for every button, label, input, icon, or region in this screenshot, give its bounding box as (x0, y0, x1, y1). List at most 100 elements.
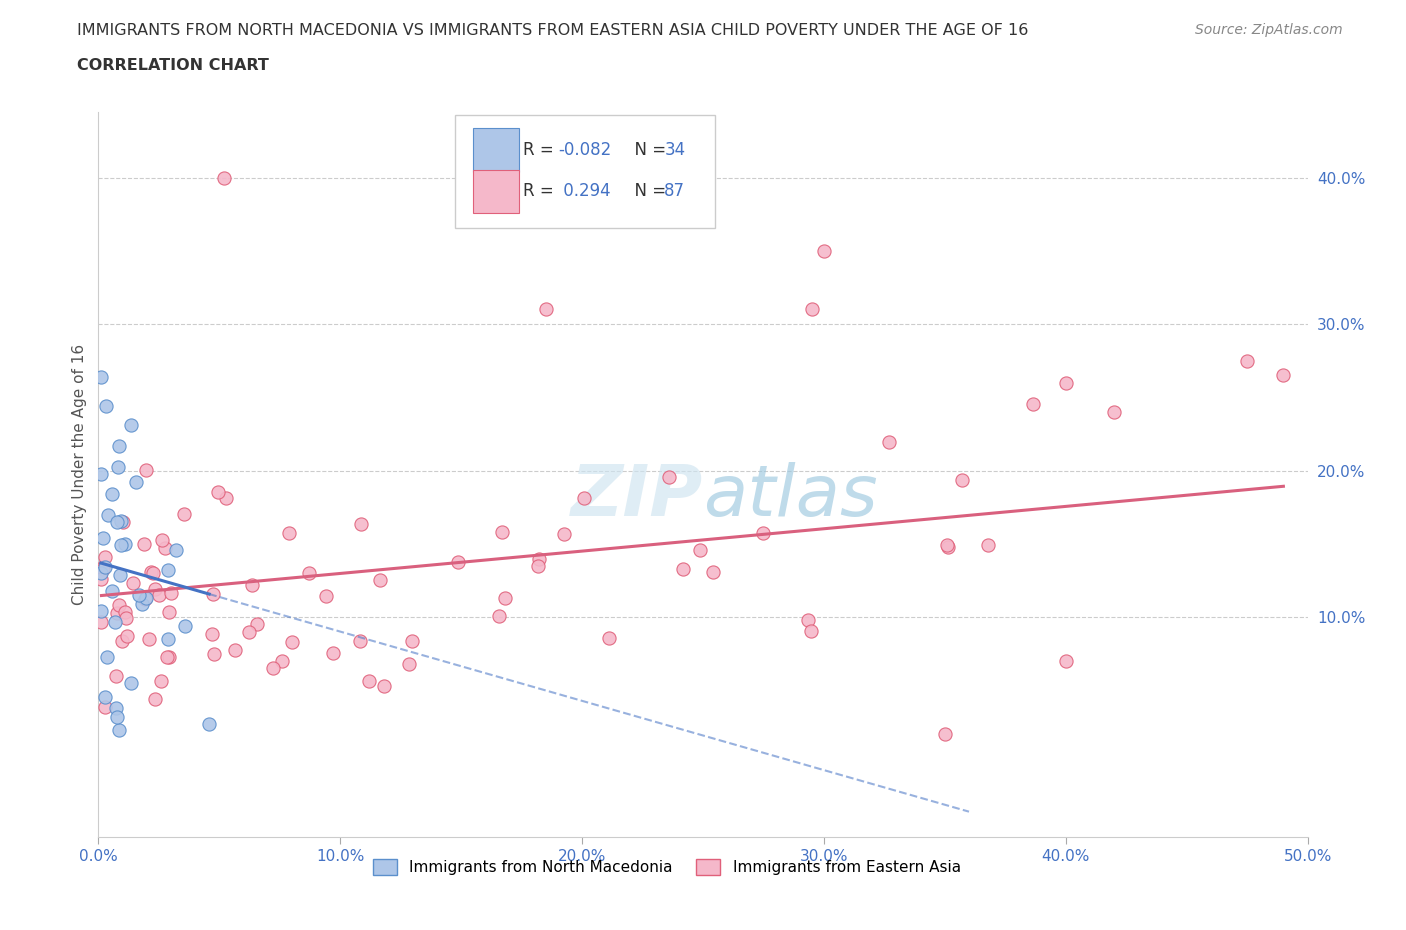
Point (108, 598, 131, 613)
Point (157, 563, 180, 578)
Point (201, 627, 224, 642)
Point (315, 589, 337, 604)
Point (138, 631, 160, 646)
Point (91, 531, 114, 546)
Point (491, 525, 513, 539)
Point (553, 527, 575, 542)
Point (101, 584, 124, 599)
Point (145, 581, 167, 596)
Point (120, 418, 142, 432)
Point (534, 302, 557, 317)
Point (357, 674, 380, 689)
Point (94, 690, 117, 705)
Point (91, 559, 114, 574)
Point (797, 612, 820, 627)
FancyBboxPatch shape (474, 169, 519, 213)
Point (104, 615, 127, 630)
Text: IMMIGRANTS FROM NORTH MACEDONIA VS IMMIGRANTS FROM EASTERN ASIA CHILD POVERTY UN: IMMIGRANTS FROM NORTH MACEDONIA VS IMMIG… (77, 23, 1029, 38)
Point (101, 486, 124, 501)
Point (277, 525, 299, 540)
Point (447, 555, 470, 570)
Point (114, 604, 136, 619)
Point (153, 540, 176, 555)
Point (1054, 654, 1077, 669)
Text: N =: N = (624, 141, 672, 159)
Point (238, 625, 260, 640)
Point (142, 565, 165, 580)
Point (494, 591, 516, 605)
Point (108, 567, 131, 582)
Point (160, 586, 183, 601)
Point (529, 551, 551, 566)
Point (94, 398, 117, 413)
FancyBboxPatch shape (474, 128, 519, 172)
Text: 0.294: 0.294 (558, 182, 610, 200)
Y-axis label: Child Poverty Under the Age of 16: Child Poverty Under the Age of 16 (72, 344, 87, 604)
Point (935, 538, 957, 552)
Point (112, 515, 135, 530)
Point (1102, 405, 1125, 419)
Point (240, 578, 263, 592)
Point (156, 650, 179, 665)
Point (262, 660, 284, 675)
Point (350, 516, 373, 531)
Point (174, 618, 197, 633)
Text: ZIP: ZIP (571, 461, 703, 530)
Point (90, 565, 112, 580)
Point (114, 537, 136, 551)
Point (125, 475, 148, 490)
Text: CORRELATION CHART: CORRELATION CHART (77, 58, 269, 73)
Point (135, 591, 157, 605)
Point (94, 700, 117, 715)
Text: 87: 87 (664, 182, 685, 200)
Point (165, 542, 187, 557)
Point (752, 526, 775, 541)
Point (149, 673, 172, 688)
Point (702, 565, 724, 579)
Point (800, 302, 823, 317)
Point (800, 623, 823, 638)
Point (401, 633, 423, 648)
Point (110, 513, 132, 528)
Point (94, 560, 117, 575)
Point (96, 650, 118, 665)
Point (368, 573, 391, 588)
Point (131, 597, 153, 612)
Point (280, 635, 302, 650)
Point (120, 675, 142, 690)
Text: Source: ZipAtlas.com: Source: ZipAtlas.com (1195, 23, 1343, 37)
Point (150, 533, 173, 548)
Point (110, 538, 132, 552)
Point (111, 633, 134, 648)
Point (91, 562, 114, 577)
Point (198, 717, 221, 732)
Point (936, 539, 959, 554)
FancyBboxPatch shape (456, 115, 716, 228)
Point (90, 572, 112, 587)
Point (246, 617, 269, 631)
Point (104, 700, 127, 715)
Point (157, 604, 180, 619)
Point (224, 643, 246, 658)
Point (373, 678, 395, 693)
Point (128, 587, 150, 602)
Point (1054, 376, 1077, 391)
Point (977, 538, 1000, 552)
Point (157, 649, 180, 664)
Point (526, 559, 548, 574)
Point (1272, 368, 1295, 383)
Point (135, 462, 157, 477)
Point (658, 470, 681, 485)
Point (90, 604, 112, 619)
Point (134, 591, 156, 606)
Point (107, 605, 129, 620)
Point (877, 434, 900, 449)
Point (94, 550, 117, 565)
Text: N =: N = (624, 182, 672, 200)
Point (107, 438, 129, 453)
Point (398, 657, 420, 671)
Point (934, 727, 956, 742)
Text: R =: R = (523, 182, 558, 200)
Point (271, 654, 294, 669)
Point (105, 669, 128, 684)
